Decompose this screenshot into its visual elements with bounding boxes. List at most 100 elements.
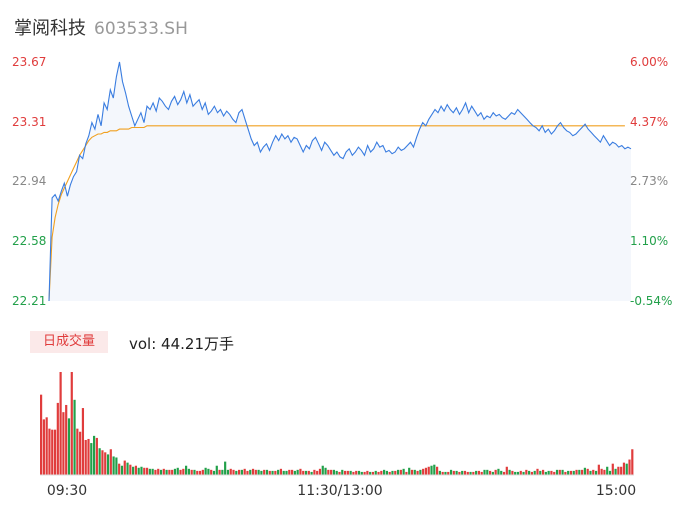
volume-bar bbox=[455, 470, 458, 475]
volume-bar bbox=[475, 470, 478, 475]
volume-bar bbox=[313, 469, 316, 475]
y-tick-left: 22.21 bbox=[12, 294, 46, 308]
volume-bar bbox=[561, 469, 564, 475]
volume-bar bbox=[413, 469, 416, 475]
volume-bar bbox=[282, 470, 285, 475]
volume-bar bbox=[514, 471, 517, 475]
volume-bar bbox=[550, 470, 553, 475]
volume-bar bbox=[611, 463, 614, 475]
volume-bar bbox=[519, 470, 522, 475]
volume-bar bbox=[620, 466, 623, 475]
volume-bar bbox=[76, 428, 79, 475]
volume-bar bbox=[159, 469, 163, 475]
volume-bar bbox=[622, 462, 626, 475]
volume-bar bbox=[539, 470, 542, 475]
volume-bar bbox=[310, 471, 313, 475]
volume-bar bbox=[508, 469, 511, 475]
volume-bar bbox=[625, 463, 628, 475]
volume-bar bbox=[516, 471, 520, 475]
volume-bar bbox=[399, 469, 402, 475]
volume-bar bbox=[279, 468, 283, 475]
volume-bar bbox=[243, 468, 246, 475]
volume-bar bbox=[458, 471, 461, 475]
volume-bar bbox=[104, 452, 107, 475]
volume-bar bbox=[469, 471, 472, 475]
volume-bar bbox=[257, 469, 260, 475]
volume-bar bbox=[254, 469, 257, 475]
volume-bar bbox=[140, 466, 143, 475]
volume-bar bbox=[59, 372, 62, 475]
volume-bar bbox=[238, 469, 241, 475]
volume-bar bbox=[396, 469, 400, 475]
avg-price-line bbox=[48, 125, 625, 302]
price-line bbox=[48, 61, 632, 302]
volume-bar bbox=[316, 470, 319, 475]
volume-bar bbox=[522, 471, 525, 475]
volume-bar bbox=[240, 469, 243, 475]
volume-bar bbox=[327, 469, 330, 475]
volume-bar bbox=[628, 459, 631, 475]
volume-bar bbox=[98, 448, 101, 475]
volume-bar bbox=[391, 470, 394, 475]
volume-bar bbox=[594, 470, 598, 475]
volume-bar bbox=[369, 471, 372, 475]
volume-bar bbox=[555, 469, 559, 475]
volume-bar bbox=[268, 470, 271, 475]
volume-value: vol: 44.21万手 bbox=[129, 335, 234, 353]
volume-bar bbox=[592, 469, 595, 475]
volume-bar bbox=[45, 417, 48, 475]
volume-bar bbox=[265, 469, 269, 475]
volume-bar bbox=[547, 470, 550, 475]
volume-bar bbox=[196, 470, 199, 475]
volume-bar bbox=[212, 470, 216, 475]
volume-bar bbox=[491, 471, 494, 475]
volume-bar bbox=[424, 467, 428, 475]
volume-bar bbox=[419, 469, 422, 475]
volume-bar bbox=[360, 471, 363, 475]
volume-bar bbox=[441, 471, 444, 475]
volume-bar bbox=[433, 464, 436, 475]
volume-bar bbox=[67, 418, 71, 475]
volume-bar bbox=[126, 462, 129, 475]
volume-bar bbox=[472, 471, 475, 475]
volume-bar bbox=[427, 466, 430, 475]
volume-bar bbox=[410, 469, 414, 475]
volume-bar bbox=[229, 468, 232, 475]
volume-bar bbox=[528, 470, 531, 475]
volume-bar bbox=[583, 467, 586, 475]
volume-bar bbox=[224, 461, 227, 475]
volume-bar bbox=[168, 469, 171, 475]
volume-bar bbox=[318, 468, 322, 475]
volume-bar bbox=[293, 470, 296, 475]
volume-bar bbox=[380, 470, 383, 475]
volume-bar bbox=[600, 468, 603, 475]
volume-bar bbox=[408, 467, 411, 475]
volume-bar bbox=[608, 470, 612, 475]
volume-bar bbox=[497, 468, 500, 475]
volume-bar bbox=[578, 469, 581, 475]
volume-bar bbox=[452, 470, 455, 475]
volume-bar bbox=[290, 469, 294, 475]
volume-bar bbox=[132, 466, 135, 475]
volume-bar bbox=[210, 469, 213, 475]
volume-bar bbox=[296, 469, 299, 475]
volume-bar bbox=[394, 470, 397, 475]
volume-bar bbox=[182, 468, 185, 475]
volume-bar bbox=[143, 467, 146, 475]
volume-bar bbox=[430, 465, 433, 475]
volume-bar bbox=[586, 468, 589, 475]
volume-bar bbox=[134, 465, 138, 475]
volume-bar bbox=[617, 466, 620, 475]
volume-bar bbox=[477, 470, 481, 475]
volume-bar bbox=[215, 465, 218, 475]
volume-bar bbox=[204, 467, 207, 475]
volume-bar bbox=[383, 469, 386, 475]
volume-bar bbox=[176, 467, 179, 475]
x-tick: 15:00 bbox=[596, 483, 636, 499]
volume-bar bbox=[614, 468, 617, 475]
volume-bar bbox=[575, 469, 578, 475]
volume-bar bbox=[40, 394, 43, 475]
volume-bar bbox=[581, 469, 584, 475]
volume-bar bbox=[201, 469, 204, 475]
